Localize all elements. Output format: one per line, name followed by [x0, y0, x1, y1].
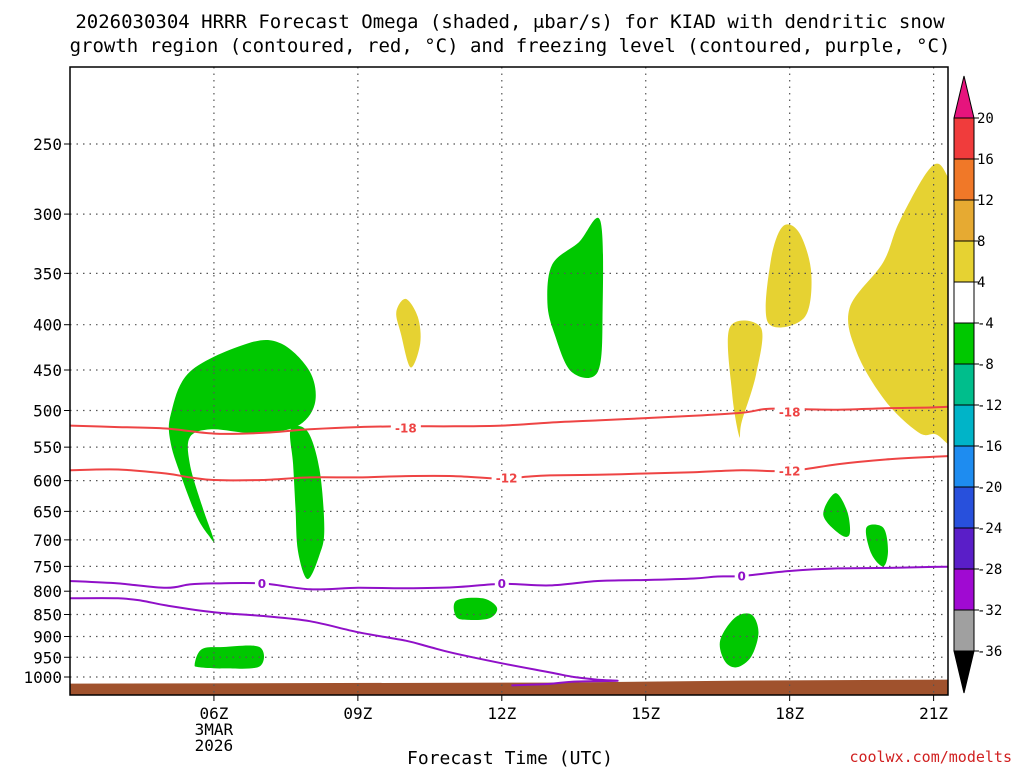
- contour-label: -12: [496, 472, 518, 486]
- colorbar-bin: [953, 322, 975, 365]
- contour-label-bg: [254, 576, 269, 591]
- colorbar-bin: [953, 404, 975, 447]
- colorbar-label: -24: [977, 521, 1002, 537]
- contour-line: [70, 565, 948, 591]
- y-tick-label: 450: [33, 361, 62, 380]
- contour-label: -18: [779, 406, 801, 420]
- colorbar-label: -20: [977, 480, 1002, 496]
- contour-line: [70, 597, 619, 687]
- y-axis-ticks: 250 300 350 400 450 500 550 600 650 700 750 800 850 9…: [23, 135, 70, 687]
- grid-lines: [70, 67, 948, 695]
- y-tick-label: 400: [33, 316, 62, 335]
- y-tick-label: 350: [33, 264, 62, 283]
- colorbar-label: -28: [977, 562, 1002, 578]
- contour-label-bg: [494, 576, 509, 591]
- y-tick-label: 750: [33, 557, 62, 576]
- chart-title-line2: growth region (contoured, red, °C) and f…: [70, 35, 951, 57]
- x-tick-label: 06Z: [199, 704, 228, 723]
- omega-region: [823, 493, 851, 538]
- colorbar-label: -32: [977, 603, 1002, 619]
- omega-region: [168, 339, 316, 543]
- contour-line: [70, 405, 948, 435]
- omega-region: [194, 645, 264, 669]
- y-tick-label: 300: [33, 205, 62, 224]
- contours: -18 -18 -12 -12 0 0 0: [70, 405, 948, 687]
- contour-label: 0: [738, 570, 746, 584]
- omega-region: [865, 524, 888, 567]
- omega-region: [289, 425, 325, 580]
- x-tick-label: 18Z: [775, 704, 804, 723]
- x-axis-title: Forecast Time (UTC): [407, 748, 613, 768]
- omega-region: [765, 224, 812, 328]
- chart-title-line1: 2026030304 HRRR Forecast Omega (shaded, …: [75, 11, 945, 33]
- y-tick-label: 600: [33, 472, 62, 491]
- y-tick-label: 950: [33, 648, 62, 667]
- colorbar-label: -8: [977, 357, 994, 373]
- colorbar-bin: [953, 527, 975, 570]
- omega-region: [547, 217, 604, 378]
- colorbar: 20 16 12 8 4 -4 -8 -12 -16 -20 -24 -28 -32 -36: [953, 75, 1002, 694]
- y-tick-label: 500: [33, 402, 62, 421]
- contour-label: -18: [395, 421, 417, 435]
- colorbar-bin: [953, 117, 975, 160]
- colorbar-bin: [953, 445, 975, 488]
- plot-frame: [69, 66, 949, 696]
- x-tick-sublabel: 3MAR: [195, 720, 234, 739]
- omega-region: [719, 613, 759, 668]
- colorbar-label: -12: [977, 398, 1002, 414]
- x-tick-label: 15Z: [631, 704, 660, 723]
- omega-shading: [168, 163, 948, 669]
- colorbar-label: -36: [977, 644, 1002, 660]
- colorbar-bin: [953, 568, 975, 611]
- colorbar-bin: [953, 486, 975, 529]
- colorbar-label: 20: [977, 111, 994, 127]
- x-tick-label: 12Z: [487, 704, 516, 723]
- x-tick-sublabel: 2026: [195, 736, 234, 755]
- colorbar-label: 12: [977, 193, 994, 209]
- colorbar-label: -4: [977, 316, 994, 332]
- contour-label: -12: [779, 464, 801, 478]
- credit-label: coolwx.com/modelts: [849, 748, 1012, 766]
- contour-label: 0: [498, 577, 506, 591]
- colorbar-label: 16: [977, 152, 994, 168]
- colorbar-top-arrow: [953, 75, 975, 119]
- omega-region: [396, 298, 421, 368]
- y-tick-label: 900: [33, 627, 62, 646]
- y-tick-label: 800: [33, 582, 62, 601]
- colorbar-bin: [953, 363, 975, 406]
- contour-label-bg: [390, 420, 421, 435]
- y-tick-label: 550: [33, 438, 62, 457]
- contour-label-bg: [491, 471, 522, 486]
- colorbar-bin: [953, 609, 975, 652]
- terrain-ground: [70, 679, 948, 695]
- contour-label-bg: [774, 405, 805, 420]
- y-tick-label: 700: [33, 531, 62, 550]
- colorbar-bin: [953, 281, 975, 324]
- y-tick-label: 250: [33, 135, 62, 154]
- colorbar-bottom-arrow: [953, 650, 975, 694]
- colorbar-label: -16: [977, 439, 1002, 455]
- contour-label-bg: [734, 569, 749, 584]
- x-tick-label: 09Z: [343, 704, 372, 723]
- contour-label-bg: [774, 463, 805, 478]
- contour-label: 0: [258, 577, 266, 591]
- y-tick-label: 850: [33, 606, 62, 625]
- omega-region: [848, 163, 948, 445]
- y-tick-label: 650: [33, 502, 62, 521]
- colorbar-label: 8: [977, 234, 985, 250]
- colorbar-bin: [953, 240, 975, 283]
- colorbar-bin: [953, 158, 975, 201]
- plot-border: [69, 66, 949, 696]
- terrain-fill: [70, 679, 948, 695]
- colorbar-label: 4: [977, 275, 985, 291]
- colorbar-bin: [953, 199, 975, 242]
- y-tick-label: 1000: [23, 668, 62, 687]
- omega-region: [727, 320, 763, 438]
- x-tick-label: 21Z: [919, 704, 948, 723]
